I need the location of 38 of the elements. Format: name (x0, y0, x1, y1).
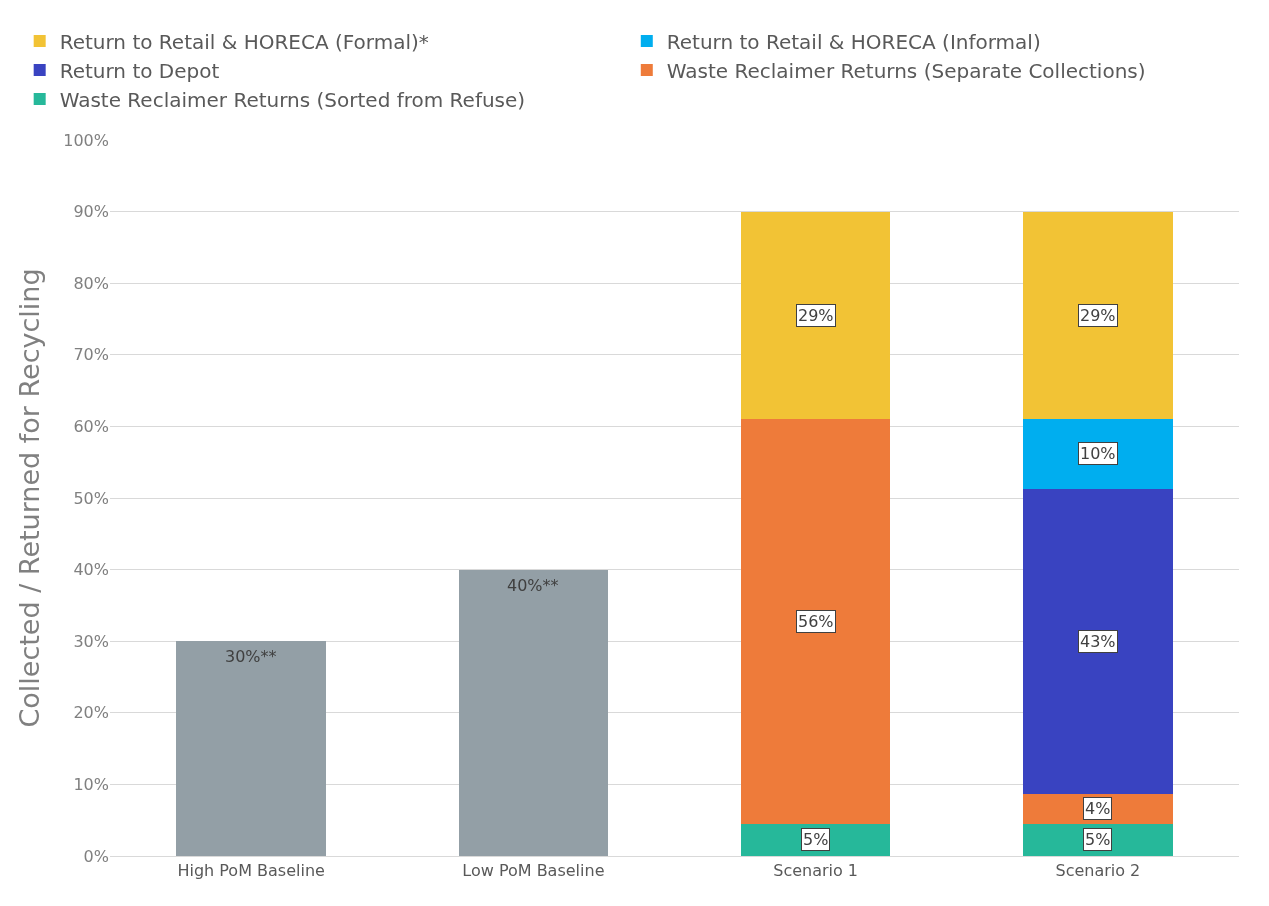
y-tick-label: 70% (73, 345, 109, 365)
legend-label: Waste Reclaimer Returns (Sorted from Refuse) (59, 87, 526, 112)
bar (176, 641, 326, 856)
data-label: 56% (798, 612, 834, 631)
data-label: 5% (803, 830, 829, 849)
y-tick-label: 80% (73, 273, 109, 293)
x-tick-label: Scenario 1 (773, 861, 859, 881)
data-label: 29% (798, 306, 834, 325)
data-label: 43% (1080, 632, 1116, 651)
data-label: 40%** (507, 576, 559, 595)
bar (458, 569, 609, 856)
y-tick-label: 10% (73, 775, 109, 794)
y-tick-label: 30% (73, 631, 109, 651)
legend-label: Waste Reclaimer Returns (Separate Collections) (666, 58, 1146, 83)
bar (1023, 419, 1173, 489)
y-tick-label: 50% (73, 488, 109, 508)
x-tick-label: Scenario 2 (1055, 861, 1141, 881)
x-tick-label: Low PoM Baseline (462, 861, 605, 881)
legend-label: Return to Retail & HORECA (Formal)* (59, 29, 429, 54)
y-tick-label: 20% (73, 703, 109, 723)
y-tick-label: 60% (73, 417, 109, 436)
data-label: 30%** (225, 647, 277, 666)
x-tick-label: High PoM Baseline (177, 861, 325, 881)
data-label: 29% (1080, 306, 1116, 325)
legend-label: Return to Depot (59, 58, 220, 83)
bar (1023, 488, 1173, 794)
data-label: 5% (1085, 830, 1111, 849)
bar (740, 211, 891, 420)
y-tick-label: 40% (73, 560, 109, 580)
bar (1023, 211, 1173, 420)
data-label: 10% (1080, 444, 1116, 463)
y-tick-label: 90% (73, 202, 109, 222)
legend-label: Return to Retail & HORECA (Informal) (666, 29, 1041, 54)
y-axis-title: Collected / Returned for Recycling (14, 268, 46, 728)
y-tick-label: 0% (83, 846, 109, 866)
bar (740, 419, 891, 824)
y-tick-label: 100% (63, 130, 109, 150)
data-label: 4% (1085, 799, 1111, 818)
